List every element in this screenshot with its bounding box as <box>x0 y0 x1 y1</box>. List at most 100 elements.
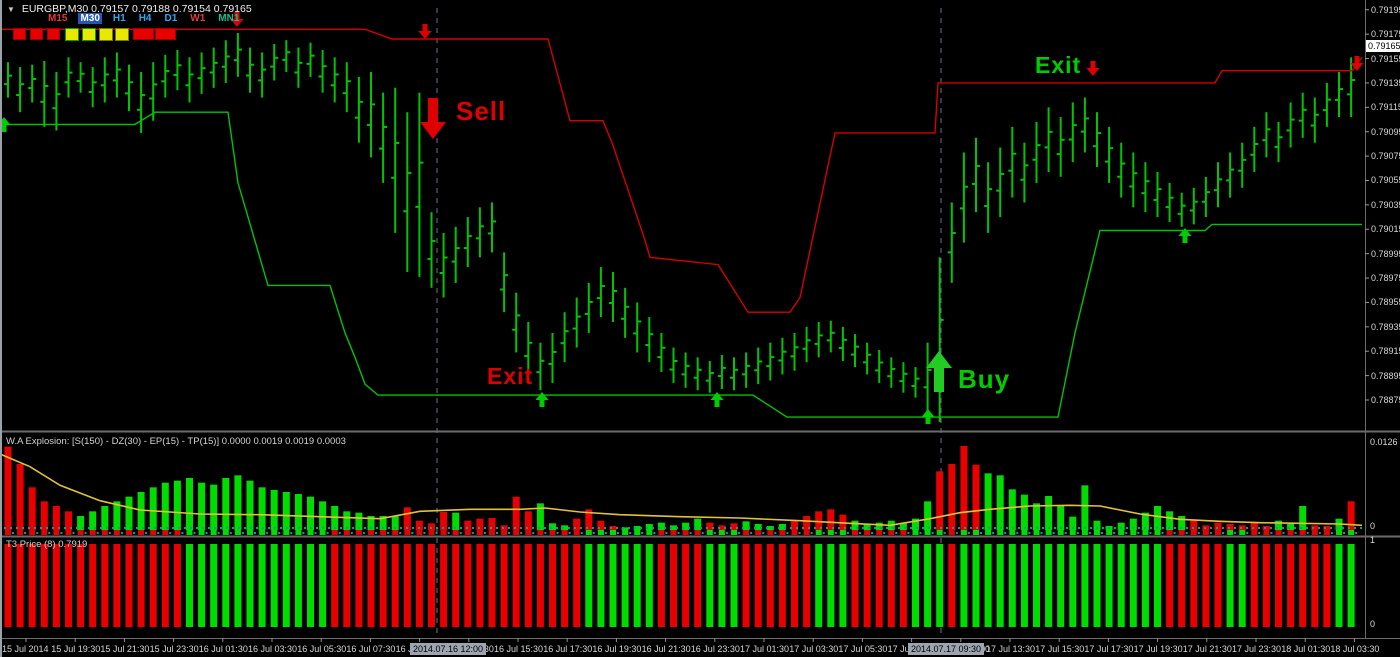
timeframe-button-h1[interactable]: H1 <box>112 13 126 24</box>
t3-trend-bar <box>16 544 24 627</box>
t3-trend-bar <box>984 544 992 627</box>
price-axis-label: 0.79095 <box>1371 126 1400 137</box>
t3-trend-bar <box>428 544 435 627</box>
trend-dot-square <box>283 530 290 535</box>
trend-dot-square <box>343 530 350 535</box>
trend-dot-square <box>295 530 302 535</box>
timeframe-button-m15[interactable]: M15 <box>48 13 68 24</box>
teal-dot <box>774 532 777 534</box>
wa-explosion-bar <box>355 512 363 530</box>
teal-dot <box>580 532 583 534</box>
signal-square <box>82 28 96 41</box>
arrow-up-icon <box>0 117 11 132</box>
current-price-box: 0.79165 <box>1366 40 1400 53</box>
trend-dot-square <box>1009 530 1016 535</box>
wa-explosion-bar <box>936 471 944 530</box>
trend-dot-square <box>646 530 653 535</box>
trend-dot-square <box>864 530 871 535</box>
signal-square <box>30 28 43 40</box>
teal-dot <box>592 532 595 534</box>
wa-explosion-bar <box>1323 526 1331 530</box>
trend-dot-square <box>1311 530 1318 535</box>
trend-dot-square <box>1227 530 1234 535</box>
t3-trend-bar <box>875 544 883 627</box>
teal-dot <box>1330 532 1333 534</box>
teal-dot <box>822 532 825 534</box>
t3-trend-bar <box>1214 544 1222 627</box>
time-axis-label: 17 Jul 05:30 <box>838 644 888 654</box>
t3-trend-bar <box>899 544 907 627</box>
t3-trend-bar <box>113 544 121 627</box>
t3-trend-bar <box>561 544 569 627</box>
wa-explosion-bar <box>258 487 266 530</box>
trend-dot-square <box>1275 530 1282 535</box>
trend-dot-square <box>912 530 919 535</box>
price-axis-label: 0.78915 <box>1371 346 1400 357</box>
wa-explosion-bar <box>1166 511 1174 530</box>
wa-explosion-bar <box>1214 522 1222 530</box>
t3-trend-bar <box>742 544 750 627</box>
wa-explosion-bar <box>113 501 121 530</box>
t3-trend-bar <box>778 544 786 627</box>
teal-dot <box>350 532 353 534</box>
teal-dot <box>750 532 753 534</box>
t3-trend-bar <box>1275 544 1282 627</box>
t3-trend-bar <box>670 544 677 627</box>
trend-dot-square <box>960 530 967 535</box>
teal-dot <box>955 532 958 534</box>
t3-trend-bar <box>415 544 423 627</box>
exit-label: Exit <box>487 363 534 389</box>
t3-trend-bar <box>1154 544 1161 627</box>
trend-dot-square <box>827 530 834 535</box>
trend-dot-square <box>731 530 737 535</box>
wa-explosion-bar <box>343 511 351 530</box>
wa-explosion-bar <box>440 512 448 530</box>
trend-dot-square <box>839 530 846 535</box>
wa-explosion-bar <box>1250 522 1258 530</box>
trend-dot-square <box>743 530 750 535</box>
trend-dot-square <box>585 530 592 535</box>
trend-dot-square <box>1336 530 1342 535</box>
trend-dot-square <box>670 530 677 535</box>
teal-dot <box>1101 532 1103 534</box>
teal-dot <box>786 532 789 534</box>
arrow-down-icon <box>1350 56 1364 71</box>
teal-dot <box>1246 532 1249 534</box>
arrow-down-icon <box>418 24 432 39</box>
teal-dot <box>1209 532 1212 534</box>
t3-trend-bar <box>524 544 532 627</box>
time-axis-label: 16 Jul 03:30 <box>248 644 298 654</box>
trend-dot-square <box>1178 530 1185 535</box>
timeframe-button-mn1[interactable]: MN1 <box>218 13 240 24</box>
trend-dot-square <box>694 530 701 535</box>
timeframe-button-m30[interactable]: M30 <box>78 13 102 24</box>
teal-dot <box>604 532 607 534</box>
lower-band-green <box>0 111 1362 418</box>
trend-dot-square <box>561 530 568 535</box>
signal-square <box>99 28 113 41</box>
trend-dot-square <box>1251 530 1258 535</box>
teal-dot <box>362 532 365 534</box>
trend-dot-square <box>815 530 822 535</box>
trend-dot-square <box>319 530 326 535</box>
teal-dot <box>1234 532 1237 534</box>
teal-dot <box>617 532 619 534</box>
timeframe-button-h4[interactable]: H4 <box>138 13 152 24</box>
trend-dot-square <box>924 530 931 535</box>
wa-explosion-bar <box>621 527 629 530</box>
t3-trend-bar <box>706 544 714 627</box>
timeframe-button-d1[interactable]: D1 <box>164 13 178 24</box>
t3-trend-bar <box>161 544 169 627</box>
trend-dot-square <box>138 530 145 535</box>
trend-dot-square <box>186 530 193 535</box>
t3-trend-bar <box>331 544 339 627</box>
price-axis-label: 0.78975 <box>1371 273 1400 284</box>
trend-dot-square <box>416 530 423 535</box>
timeframe-button-w1[interactable]: W1 <box>190 13 206 24</box>
t3-trend-bar <box>585 544 593 627</box>
wa-explosion-bar <box>452 512 460 530</box>
arrow-down-icon <box>1086 61 1100 76</box>
trend-dot-square <box>222 530 229 535</box>
trend-dot-square <box>331 530 338 535</box>
